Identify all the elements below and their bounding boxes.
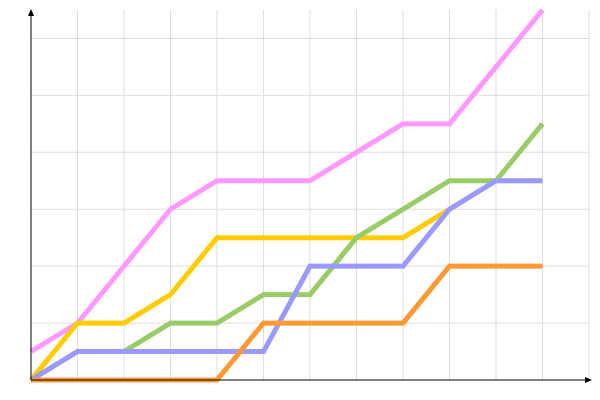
series-line-2 xyxy=(29,122,545,383)
y-axis-arrow xyxy=(28,9,34,16)
x-axis-arrow xyxy=(585,377,592,383)
series-lines xyxy=(29,8,545,383)
series-line-0 xyxy=(29,8,545,354)
series-line-3 xyxy=(29,178,543,383)
